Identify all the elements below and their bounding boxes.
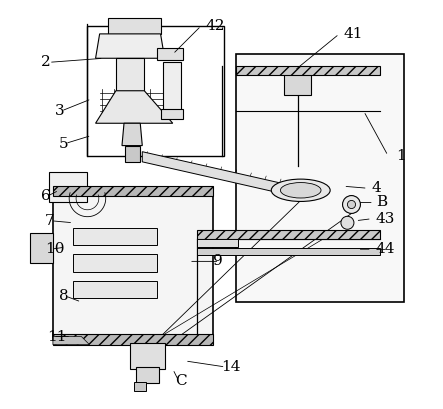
- Text: B: B: [376, 196, 387, 209]
- Bar: [73, 281, 156, 298]
- Text: 1: 1: [396, 149, 406, 163]
- Bar: [73, 228, 156, 245]
- Bar: [87, 26, 224, 156]
- Text: 6: 6: [41, 189, 51, 203]
- Circle shape: [341, 216, 354, 229]
- Polygon shape: [96, 91, 173, 123]
- Bar: [53, 192, 214, 337]
- Text: 5: 5: [59, 137, 69, 151]
- Polygon shape: [53, 337, 89, 345]
- Polygon shape: [142, 152, 295, 196]
- Bar: [125, 146, 140, 162]
- Bar: [160, 109, 183, 119]
- Text: 4: 4: [372, 181, 381, 195]
- Bar: [156, 48, 183, 60]
- Text: 9: 9: [214, 254, 223, 268]
- Text: 3: 3: [55, 104, 65, 118]
- Polygon shape: [96, 34, 165, 58]
- Text: 44: 44: [376, 242, 395, 256]
- Circle shape: [342, 196, 361, 213]
- Text: 10: 10: [45, 242, 64, 256]
- Bar: [236, 65, 380, 74]
- Bar: [53, 335, 214, 345]
- Bar: [236, 54, 404, 302]
- Bar: [197, 230, 380, 239]
- Bar: [163, 62, 181, 111]
- Bar: [284, 68, 311, 95]
- Bar: [108, 18, 160, 34]
- Polygon shape: [116, 58, 144, 91]
- Bar: [134, 382, 146, 391]
- Bar: [136, 367, 159, 383]
- Bar: [53, 186, 214, 196]
- Bar: [49, 172, 87, 202]
- Text: 7: 7: [45, 214, 54, 228]
- Bar: [197, 239, 238, 247]
- Circle shape: [347, 200, 356, 209]
- Bar: [30, 233, 53, 263]
- Text: 42: 42: [205, 19, 225, 33]
- Text: 43: 43: [376, 212, 395, 226]
- Ellipse shape: [280, 182, 321, 198]
- Text: 41: 41: [343, 27, 363, 41]
- Bar: [197, 248, 380, 255]
- Ellipse shape: [271, 179, 330, 202]
- Text: 2: 2: [41, 55, 51, 69]
- Text: 11: 11: [47, 330, 66, 344]
- Text: 8: 8: [59, 289, 69, 303]
- Bar: [73, 254, 156, 272]
- Text: 14: 14: [222, 360, 241, 374]
- Text: C: C: [175, 374, 187, 388]
- Bar: [130, 343, 165, 369]
- Polygon shape: [122, 123, 142, 146]
